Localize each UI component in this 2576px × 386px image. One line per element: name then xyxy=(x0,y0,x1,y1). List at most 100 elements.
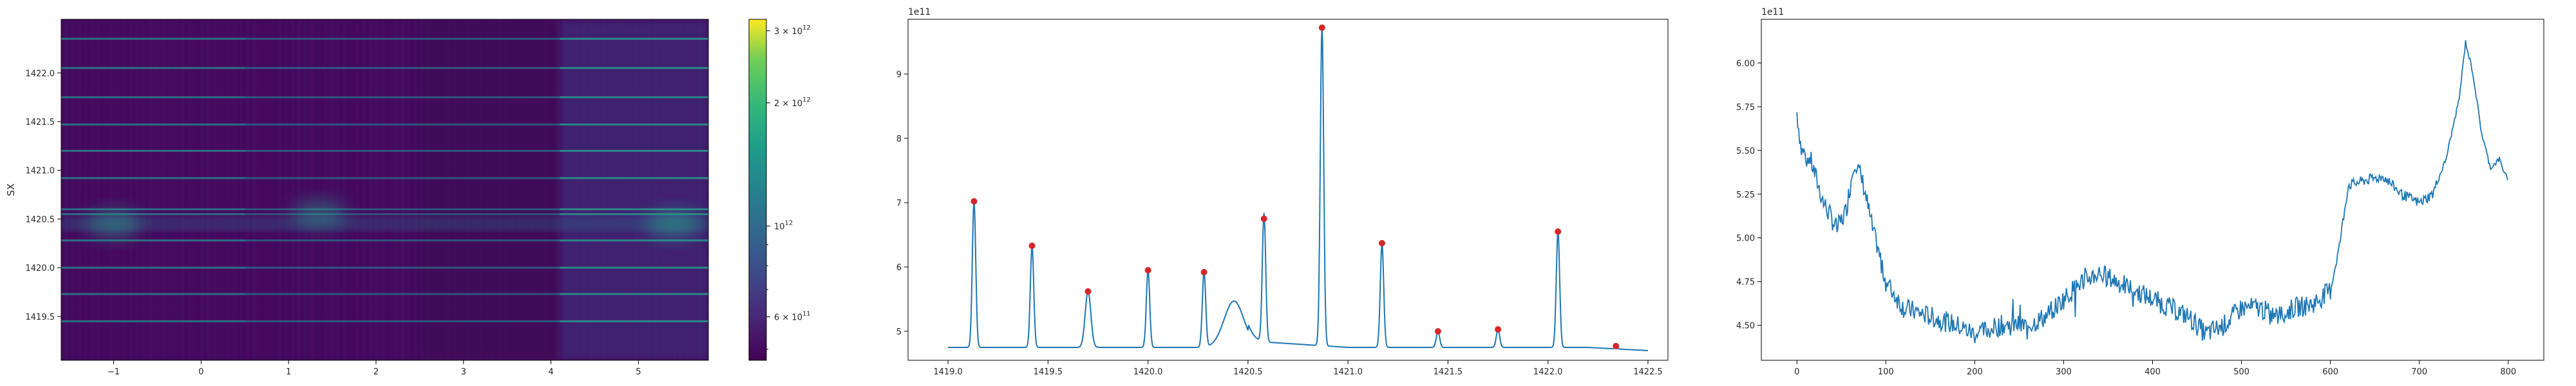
series-xtick-label: 400 xyxy=(2145,367,2161,377)
heatmap-column xyxy=(330,19,334,360)
heatmap-column xyxy=(151,19,156,360)
peak-marker xyxy=(1613,343,1620,349)
heatmap-column xyxy=(180,19,185,360)
peaks-frame xyxy=(907,19,1669,361)
heatmap-column xyxy=(417,19,421,360)
series-ytick-label: 5.50 xyxy=(1736,147,1755,156)
heatmap-blob xyxy=(292,201,346,227)
heatmap-column xyxy=(352,19,356,360)
heatmap-column xyxy=(261,19,266,360)
series-ytick-label: 5.00 xyxy=(1736,234,1755,244)
peak-marker xyxy=(971,198,978,205)
colorbar-tick-exponent: 12 xyxy=(802,96,811,104)
heatmap-stripe-bright xyxy=(61,208,245,210)
colorbar-tick-exponent: 12 xyxy=(802,24,811,32)
heatmap-column xyxy=(236,19,240,360)
heatmap-stripe-bright xyxy=(560,266,708,269)
heatmap-xtick-label: 4 xyxy=(548,367,553,377)
heatmap-column xyxy=(372,19,375,360)
heatmap-column xyxy=(74,19,78,360)
heatmap-stripe-bright xyxy=(560,96,708,98)
heatmap-column xyxy=(64,19,68,360)
heatmap-column xyxy=(84,19,88,360)
series-ytick-label: 5.75 xyxy=(1736,103,1755,113)
heatmap-column xyxy=(359,19,363,360)
heatmap-column xyxy=(355,19,359,360)
heatmap-stripe-bright xyxy=(560,208,708,210)
series-xtick-label: 100 xyxy=(1878,367,1894,377)
heatmap-stripe xyxy=(61,208,708,210)
heatmap-stripe-bright xyxy=(560,177,708,179)
heatmap-column xyxy=(129,19,133,360)
peaks-line-panel: 1419.0 1419.5 1420.0 1420.5 1421.0 1421.5 1422… xyxy=(896,7,1669,377)
heatmap-blob xyxy=(646,211,701,237)
series-ytick-label: 5.25 xyxy=(1736,190,1755,200)
heatmap-xtick-label: 2 xyxy=(374,367,379,377)
heatmap-stripe-bright xyxy=(560,149,708,152)
series-xtick-label: 700 xyxy=(2411,367,2427,377)
heatmap-column xyxy=(220,19,223,360)
series-xtick-label: 600 xyxy=(2322,367,2338,377)
heatmap-frame xyxy=(61,19,709,361)
heatmap-column xyxy=(93,19,97,360)
peaks-ytick-label: 8 xyxy=(896,134,902,144)
heatmap-column xyxy=(245,19,249,360)
heatmap-column xyxy=(339,19,343,360)
heatmap-column xyxy=(232,19,236,360)
colorbar-gradient xyxy=(748,19,767,361)
heatmap-column xyxy=(252,19,256,360)
heatmap-xtick-label: 0 xyxy=(198,367,204,377)
heatmap-column xyxy=(126,19,130,360)
colorbar-tick-label: 1012 xyxy=(774,219,793,232)
heatmap-column xyxy=(68,19,71,360)
heatmap-stripe-bright xyxy=(560,239,708,242)
heatmap-column xyxy=(320,19,324,360)
heatmap-stripe-bright xyxy=(61,37,245,40)
heatmap-stripe xyxy=(61,37,708,40)
heatmap-stripe-bright xyxy=(61,124,245,126)
heatmap-column xyxy=(204,19,207,360)
heatmap-stripe-bright xyxy=(560,293,708,295)
heatmap-stripe-bright xyxy=(61,67,245,69)
heatmap-ytick-label: 1421.5 xyxy=(26,118,55,127)
heatmap-stripe xyxy=(61,213,708,216)
heatmap-stripe-bright xyxy=(61,177,245,179)
heatmap-column xyxy=(381,19,385,360)
heatmap-ytick-label: 1421.0 xyxy=(26,167,55,176)
heatmap-stripe-bright xyxy=(61,293,245,295)
heatmap-xtick-label: 5 xyxy=(636,367,641,377)
heatmap-column xyxy=(303,19,308,360)
heatmap-column xyxy=(116,19,120,360)
heatmap-column xyxy=(187,19,191,360)
heatmap-stripe-bright xyxy=(61,320,245,322)
heatmap-column xyxy=(132,19,137,360)
heatmap-column xyxy=(378,19,382,360)
heatmap-column xyxy=(191,19,194,360)
peak-marker xyxy=(1434,328,1441,335)
heatmap-stripe-bright xyxy=(61,239,245,242)
series-xtick-label: 300 xyxy=(2056,367,2072,377)
heatmap-column xyxy=(184,19,188,360)
heatmap-column xyxy=(265,19,269,360)
heatmap-stripe-bright xyxy=(560,124,708,126)
heatmap-stripe xyxy=(61,124,708,126)
heatmap-column xyxy=(77,19,81,360)
heatmap-column xyxy=(174,19,178,360)
heatmap-column xyxy=(242,19,246,360)
heatmap-ytick-label: 1422.0 xyxy=(26,69,55,78)
colorbar-tick-label: 3 × 1012 xyxy=(774,24,811,37)
heatmap-column xyxy=(287,19,292,360)
series-ytick-label: 4.75 xyxy=(1736,278,1755,288)
heatmap-column xyxy=(194,19,198,360)
heatmap-column xyxy=(297,19,301,360)
heatmap-stripe-bright xyxy=(560,320,708,322)
heatmap-column xyxy=(207,19,211,360)
peaks-series-line xyxy=(948,26,1648,351)
heatmap-column xyxy=(278,19,282,360)
heatmap-stripe-bright xyxy=(61,266,245,269)
peaks-xtick-label: 1420.5 xyxy=(1233,367,1263,377)
peak-marker xyxy=(1318,24,1325,31)
colorbar-tick-base: 10 xyxy=(774,222,785,232)
peaks-xtick-label: 1422.0 xyxy=(1533,367,1563,377)
